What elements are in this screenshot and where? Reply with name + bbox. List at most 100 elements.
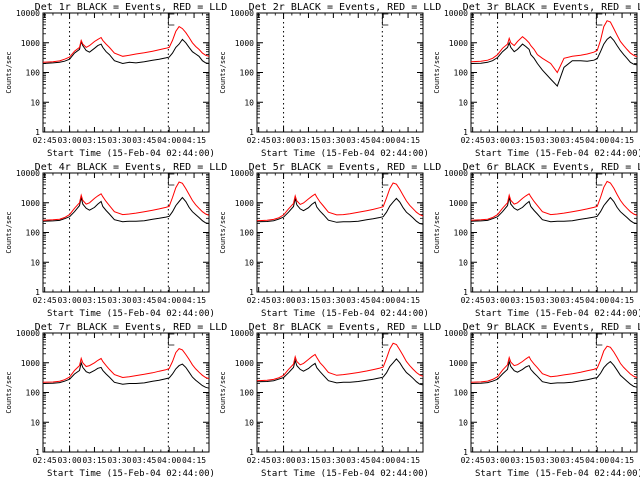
series-line-events bbox=[470, 359, 638, 388]
y-axis-label: Counts/sec bbox=[219, 371, 227, 413]
y-tick-label: 10000 bbox=[444, 329, 468, 338]
x-tick-label: 04:00 bbox=[157, 296, 181, 305]
x-tick-label: 02:45 bbox=[247, 136, 271, 145]
y-tick-label: 10000 bbox=[16, 169, 40, 178]
x-tick-label: 03:45 bbox=[346, 296, 370, 305]
x-tick-label: 02:45 bbox=[461, 136, 485, 145]
x-tick-label: 04:15 bbox=[396, 296, 420, 305]
x-tick-label: 04:00 bbox=[371, 136, 395, 145]
panel-6: Det 6r BLACK = Events, RED = LLD Counts/s… bbox=[433, 162, 640, 319]
y-tick-label: 1000 bbox=[449, 359, 468, 368]
x-tick-label: 03:30 bbox=[535, 136, 559, 145]
x-tick-label: 04:15 bbox=[610, 136, 634, 145]
x-tick-label: 03:00 bbox=[486, 136, 510, 145]
x-tick-label: 03:00 bbox=[486, 296, 510, 305]
plot-frame bbox=[42, 172, 210, 293]
x-tick-label: 04:00 bbox=[371, 296, 395, 305]
x-tick-label: 03:15 bbox=[510, 136, 534, 145]
y-tick-label: 100 bbox=[240, 389, 255, 398]
x-tick-label: 03:15 bbox=[82, 296, 106, 305]
x-tick-label: 04:00 bbox=[585, 456, 609, 465]
y-tick-label: 1 bbox=[249, 288, 254, 297]
interval-bracket bbox=[167, 333, 175, 346]
y-axis-label: Counts/sec bbox=[433, 211, 441, 253]
y-axis-label: Counts/sec bbox=[433, 51, 441, 93]
y-tick-label: 1000 bbox=[21, 199, 40, 208]
y-tick-label: 10 bbox=[30, 258, 40, 267]
y-tick-label: 1000 bbox=[235, 199, 254, 208]
y-tick-label: 10 bbox=[244, 418, 254, 427]
plot-frame bbox=[256, 12, 424, 133]
y-tick-label: 10000 bbox=[230, 169, 254, 178]
y-tick-label: 100 bbox=[26, 389, 41, 398]
x-axis-label: Start Time (15-Feb-04 02:44:00) bbox=[475, 309, 640, 319]
x-tick-label: 04:00 bbox=[157, 136, 181, 145]
y-tick-label: 1 bbox=[35, 128, 40, 137]
x-tick-label: 03:45 bbox=[346, 456, 370, 465]
x-tick-label: 03:00 bbox=[272, 296, 296, 305]
series-line-events bbox=[42, 360, 210, 389]
y-tick-label: 100 bbox=[240, 69, 255, 78]
x-axis-label: Start Time (15-Feb-04 02:44:00) bbox=[261, 309, 429, 319]
interval-bracket bbox=[381, 13, 389, 26]
series-line-lld bbox=[42, 348, 210, 383]
x-tick-label: 03:45 bbox=[132, 296, 156, 305]
x-axis-label: Start Time (15-Feb-04 02:44:00) bbox=[261, 149, 429, 159]
x-tick-label: 03:30 bbox=[107, 296, 131, 305]
y-tick-label: 1 bbox=[35, 448, 40, 457]
x-tick-label: 03:30 bbox=[107, 136, 131, 145]
x-tick-label: 02:45 bbox=[33, 136, 57, 145]
y-tick-label: 10 bbox=[458, 98, 468, 107]
y-tick-label: 1000 bbox=[235, 359, 254, 368]
x-tick-label: 02:45 bbox=[33, 296, 57, 305]
series-line-events bbox=[42, 38, 210, 65]
y-tick-label: 1 bbox=[249, 448, 254, 457]
interval-bracket bbox=[381, 173, 389, 186]
series-line-lld bbox=[470, 20, 638, 74]
x-tick-label: 03:15 bbox=[296, 456, 320, 465]
x-tick-label: 03:15 bbox=[296, 296, 320, 305]
y-tick-label: 1 bbox=[463, 128, 468, 137]
interval-bracket bbox=[595, 173, 603, 186]
y-tick-label: 1000 bbox=[21, 39, 40, 48]
x-tick-label: 03:15 bbox=[82, 136, 106, 145]
panel-8: Det 8r BLACK = Events, RED = LLD Counts/s… bbox=[219, 322, 441, 479]
panel-2: Det 2r BLACK = Events, RED = LLD Counts/s… bbox=[219, 2, 441, 159]
x-tick-label: 03:15 bbox=[510, 456, 534, 465]
x-tick-label: 04:15 bbox=[182, 456, 206, 465]
panel-title: Det 6r BLACK = Events, RED = LLD bbox=[463, 162, 640, 173]
x-tick-label: 02:45 bbox=[461, 296, 485, 305]
y-tick-label: 1 bbox=[463, 288, 468, 297]
y-tick-label: 100 bbox=[454, 389, 469, 398]
y-tick-label: 100 bbox=[26, 69, 41, 78]
interval-bracket bbox=[167, 13, 175, 26]
series-line-lld bbox=[42, 25, 210, 63]
series-line-lld bbox=[42, 181, 210, 221]
x-tick-label: 03:00 bbox=[272, 456, 296, 465]
y-tick-label: 10000 bbox=[230, 9, 254, 18]
x-tick-label: 03:30 bbox=[321, 296, 345, 305]
y-tick-label: 1000 bbox=[235, 39, 254, 48]
x-tick-label: 04:15 bbox=[182, 296, 206, 305]
interval-bracket bbox=[167, 173, 175, 186]
x-axis-label: Start Time (15-Feb-04 02:44:00) bbox=[47, 469, 215, 479]
x-axis-label: Start Time (15-Feb-04 02:44:00) bbox=[475, 149, 640, 159]
y-axis-label: Counts/sec bbox=[433, 371, 441, 413]
panel-title: Det 5r BLACK = Events, RED = LLD bbox=[249, 162, 442, 173]
y-tick-label: 10 bbox=[30, 98, 40, 107]
y-tick-label: 10000 bbox=[16, 9, 40, 18]
series-line-events bbox=[470, 36, 638, 88]
y-tick-label: 1 bbox=[249, 128, 254, 137]
y-axis-label: Counts/sec bbox=[5, 51, 13, 93]
x-tick-label: 03:45 bbox=[560, 136, 584, 145]
x-axis-label: Start Time (15-Feb-04 02:44:00) bbox=[261, 469, 429, 479]
y-tick-label: 1000 bbox=[21, 359, 40, 368]
y-tick-label: 10 bbox=[244, 258, 254, 267]
y-tick-label: 10000 bbox=[444, 169, 468, 178]
y-tick-label: 100 bbox=[26, 229, 41, 238]
y-axis-label: Counts/sec bbox=[5, 211, 13, 253]
x-axis-label: Start Time (15-Feb-04 02:44:00) bbox=[475, 469, 640, 479]
panel-title: Det 2r BLACK = Events, RED = LLD bbox=[249, 2, 442, 13]
interval-bracket bbox=[595, 333, 603, 346]
y-tick-label: 10000 bbox=[444, 9, 468, 18]
